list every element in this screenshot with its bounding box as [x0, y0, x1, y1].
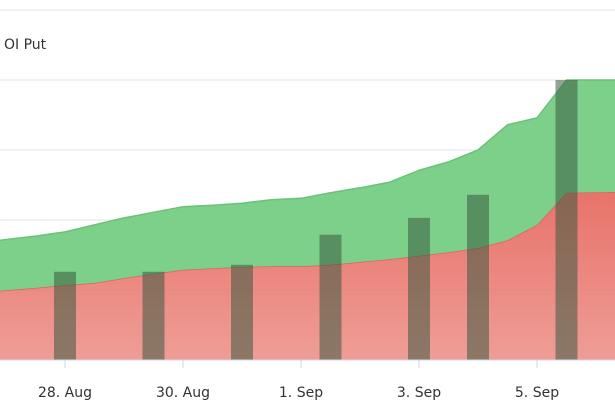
- x-tick-label: 3. Sep: [397, 385, 441, 401]
- bar: [555, 80, 578, 360]
- bar: [467, 194, 489, 360]
- bar: [142, 271, 165, 360]
- x-tick-label: 28. Aug: [38, 385, 92, 401]
- bar: [231, 264, 253, 360]
- bar: [408, 217, 430, 360]
- legend-label: OI Put: [4, 37, 47, 53]
- bar: [319, 234, 342, 360]
- x-tick-label: 30. Aug: [156, 385, 210, 401]
- area: [0, 80, 615, 291]
- x-tick-label: 1. Sep: [279, 385, 323, 401]
- area-line: [0, 79, 615, 242]
- bar: [54, 271, 76, 360]
- x-tick-label: 5. Sep: [515, 385, 559, 401]
